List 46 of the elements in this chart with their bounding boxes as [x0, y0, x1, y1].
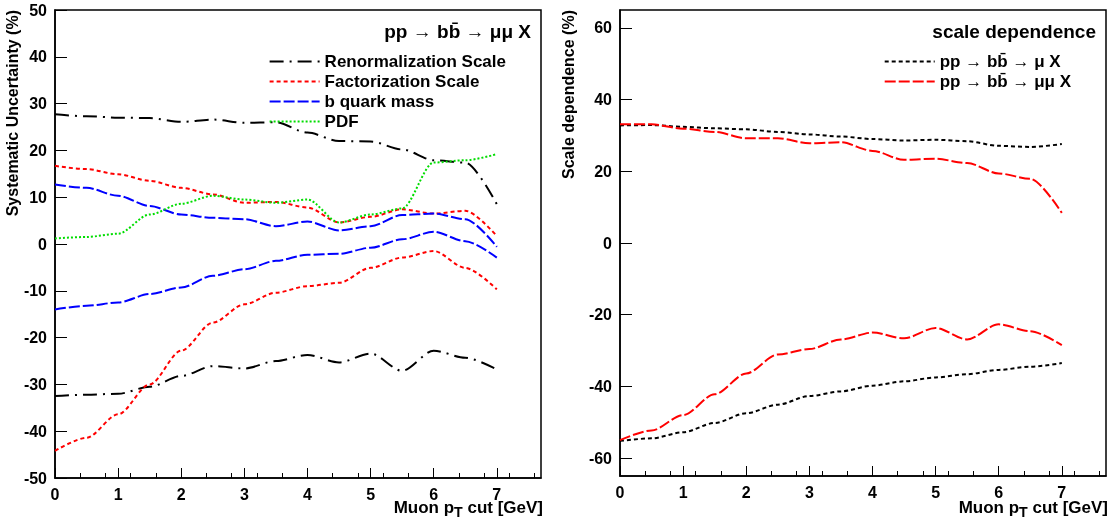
y-tick-label: -40	[588, 377, 613, 395]
legend-label: Factorization Scale	[324, 72, 480, 91]
y-tick-label: -20	[588, 306, 613, 324]
legend-title: pp → bb̄ → μμ X	[384, 21, 532, 42]
legend-title: scale dependence	[932, 21, 1097, 42]
y-tick-label: 0	[38, 235, 48, 253]
line-series	[54, 250, 498, 452]
y-axis-title: Scale dependence (%)	[559, 10, 577, 179]
y-axis-title: Systematic Uncertainty (%)	[3, 10, 21, 217]
y-tick-label: -20	[23, 329, 48, 347]
legend-label: Renormalization Scale	[324, 52, 506, 71]
x-tick-label: 5	[366, 485, 376, 503]
x-tick-label: 2	[176, 485, 186, 503]
x-tick-label: 4	[303, 485, 313, 503]
y-tick-label: 10	[29, 188, 48, 206]
legend-label: pp → bb̄ → μμ X	[939, 72, 1072, 91]
x-tick-label: 1	[113, 485, 123, 503]
y-tick-label: -40	[23, 422, 48, 440]
y-tick-label: -60	[588, 449, 613, 467]
x-tick-label: 1	[678, 483, 688, 501]
y-tick-label: 0	[603, 234, 613, 252]
line-series	[619, 323, 1063, 442]
legend-label: b quark mass	[324, 92, 435, 111]
x-tick-label: 4	[868, 483, 878, 501]
legend-label: PDF	[324, 112, 359, 131]
y-tick-label: -50	[23, 469, 48, 487]
x-tick-label: 3	[239, 485, 249, 503]
x-tick-label: 2	[741, 483, 751, 501]
x-tick-label: 0	[50, 485, 60, 503]
y-tick-label: -10	[23, 282, 48, 300]
legend-label: pp → bb̄ → μ X	[939, 52, 1062, 71]
x-tick-label: 6	[429, 485, 439, 503]
x-tick-label: 3	[804, 483, 814, 501]
line-series	[54, 183, 498, 248]
y-tick-label: 20	[594, 162, 613, 180]
x-tick-label: 0	[615, 483, 625, 501]
y-tick-label: 40	[29, 48, 48, 66]
x-tick-label: 5	[931, 483, 941, 501]
y-tick-label: 20	[29, 141, 48, 159]
y-tick-label: 50	[29, 1, 48, 19]
y-tick-label: 60	[594, 19, 613, 37]
line-series	[54, 230, 498, 311]
y-tick-label: 30	[29, 95, 48, 113]
line-series	[619, 123, 1063, 214]
y-tick-label: 40	[594, 91, 613, 109]
y-tick-label: -30	[23, 375, 48, 393]
